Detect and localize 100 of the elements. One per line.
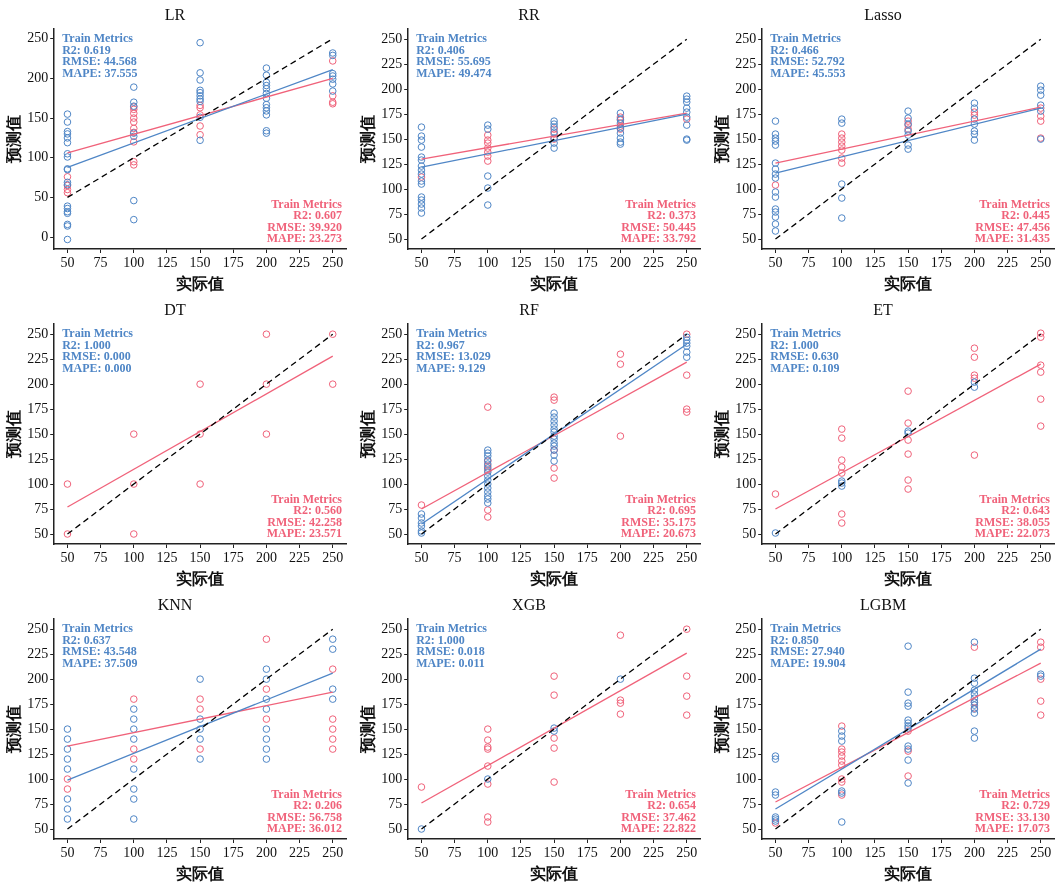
x-tick-label: 125 (510, 845, 532, 861)
x-tick-label: 200 (609, 255, 631, 271)
x-tick-label: 200 (255, 845, 277, 861)
y-tick-label: 100 (27, 149, 49, 165)
x-axis-title: 实际值 (176, 274, 225, 292)
chart-title: XGB (512, 595, 546, 613)
x-tick-label: 125 (864, 550, 886, 566)
x-tick-label: 150 (543, 255, 565, 271)
x-tick-label: 125 (156, 255, 178, 271)
y-tick-label: 250 (27, 30, 49, 46)
x-tick-label: 75 (93, 255, 108, 271)
y-tick-label: 175 (27, 695, 49, 711)
annotation: Train Metrics R2: 0.445 RMSE: 47.456 MAPE: 31.435 (974, 196, 1051, 246)
x-tick-label: 225 (643, 550, 665, 566)
x-tick-label: 150 (189, 255, 211, 271)
y-axis-title: 预测值 (358, 115, 376, 165)
x-tick-label: 50 (768, 845, 783, 861)
x-tick-label: 150 (189, 845, 211, 861)
y-tick-label: 225 (735, 645, 757, 661)
y-tick-label: 125 (381, 450, 403, 466)
y-tick-label: 225 (27, 350, 49, 366)
x-tick-label: 250 (676, 255, 698, 271)
x-tick-label: 75 (447, 845, 462, 861)
x-tick-label: 150 (897, 845, 919, 861)
x-tick-label: 75 (801, 255, 816, 271)
x-tick-label: 50 (414, 255, 429, 271)
annotation: Train Metrics R2: 1.000 RMSE: 0.630 MAPE: 0.109 (770, 326, 842, 375)
x-tick-label: 50 (60, 255, 75, 271)
x-tick-label: 175 (930, 845, 952, 861)
y-tick-label: 50 (388, 230, 403, 246)
y-axis-title: 预测值 (4, 410, 22, 460)
annotation: Train Metrics R2: 0.637 RMSE: 43.548 MAPE: 37.509 (62, 621, 138, 670)
x-tick-label: 225 (289, 845, 311, 861)
y-tick-label: 150 (27, 425, 49, 441)
y-tick-label: 125 (27, 450, 49, 466)
x-axis-title: 实际值 (884, 569, 933, 587)
y-tick-label: 175 (735, 105, 757, 121)
x-tick-label: 175 (930, 550, 952, 566)
x-tick-label: 75 (447, 255, 462, 271)
y-tick-label: 250 (735, 620, 757, 636)
x-tick-label: 125 (864, 255, 886, 271)
y-tick-label: 125 (27, 745, 49, 761)
x-tick-label: 200 (255, 550, 277, 566)
y-axis-title: 预测值 (712, 115, 730, 165)
y-tick-label: 100 (381, 475, 403, 491)
y-tick-label: 250 (381, 620, 403, 636)
y-tick-label: 175 (381, 695, 403, 711)
x-axis-title: 实际值 (530, 569, 579, 587)
x-tick-label: 200 (963, 255, 985, 271)
x-tick-label: 50 (60, 845, 75, 861)
y-axis-title: 预测值 (4, 115, 22, 165)
y-tick-label: 150 (735, 130, 757, 146)
y-tick-label: 75 (34, 795, 49, 811)
y-axis-title: 预测值 (4, 705, 22, 755)
annotation: Train Metrics R2: 0.607 RMSE: 39.920 MAPE: 23.273 (266, 196, 343, 246)
x-axis-title: 实际值 (530, 274, 579, 292)
x-axis-title: 实际值 (176, 569, 225, 587)
y-tick-label: 75 (742, 795, 757, 811)
x-tick-label: 100 (831, 255, 853, 271)
x-tick-label: 150 (543, 845, 565, 861)
y-tick-label: 200 (381, 80, 403, 96)
x-tick-label: 225 (997, 845, 1019, 861)
x-tick-label: 50 (414, 845, 429, 861)
chart-title: LR (164, 5, 186, 23)
x-tick-label: 125 (510, 550, 532, 566)
x-axis-title: 实际值 (176, 864, 225, 882)
x-tick-label: 50 (414, 550, 429, 566)
y-tick-label: 100 (381, 180, 403, 196)
chart-title: ET (873, 300, 893, 318)
y-tick-label: 200 (381, 670, 403, 686)
annotation: Train Metrics R2: 1.000 RMSE: 0.018 MAPE: 0.011 (416, 621, 488, 670)
x-tick-label: 225 (643, 255, 665, 271)
annotation: Train Metrics R2: 0.967 RMSE: 13.029 MAPE: 9.129 (416, 326, 491, 375)
y-tick-label: 50 (742, 820, 757, 836)
annotation: Train Metrics R2: 0.373 RMSE: 50.445 MAPE: 33.792 (620, 196, 697, 246)
x-tick-label: 250 (676, 550, 698, 566)
x-tick-label: 200 (963, 845, 985, 861)
x-tick-label: 100 (831, 845, 853, 861)
y-tick-label: 225 (381, 350, 403, 366)
chart-title: RF (519, 300, 539, 318)
y-tick-label: 175 (735, 695, 757, 711)
y-tick-label: 175 (381, 400, 403, 416)
x-tick-label: 175 (576, 845, 598, 861)
y-tick-label: 150 (381, 425, 403, 441)
x-tick-label: 125 (864, 845, 886, 861)
y-tick-label: 250 (381, 325, 403, 341)
y-tick-label: 100 (27, 770, 49, 786)
x-tick-label: 75 (447, 550, 462, 566)
x-tick-label: 175 (222, 550, 244, 566)
x-tick-label: 100 (477, 845, 499, 861)
y-tick-label: 200 (735, 375, 757, 391)
y-tick-label: 225 (735, 350, 757, 366)
x-tick-label: 75 (93, 845, 108, 861)
annotation: Train Metrics R2: 0.466 RMSE: 52.792 MAPE: 45.553 (770, 31, 846, 80)
x-tick-label: 225 (643, 845, 665, 861)
y-tick-label: 50 (388, 525, 403, 541)
chart-title: DT (164, 300, 186, 318)
y-tick-label: 200 (27, 70, 49, 86)
x-tick-label: 200 (609, 550, 631, 566)
y-tick-label: 100 (735, 770, 757, 786)
